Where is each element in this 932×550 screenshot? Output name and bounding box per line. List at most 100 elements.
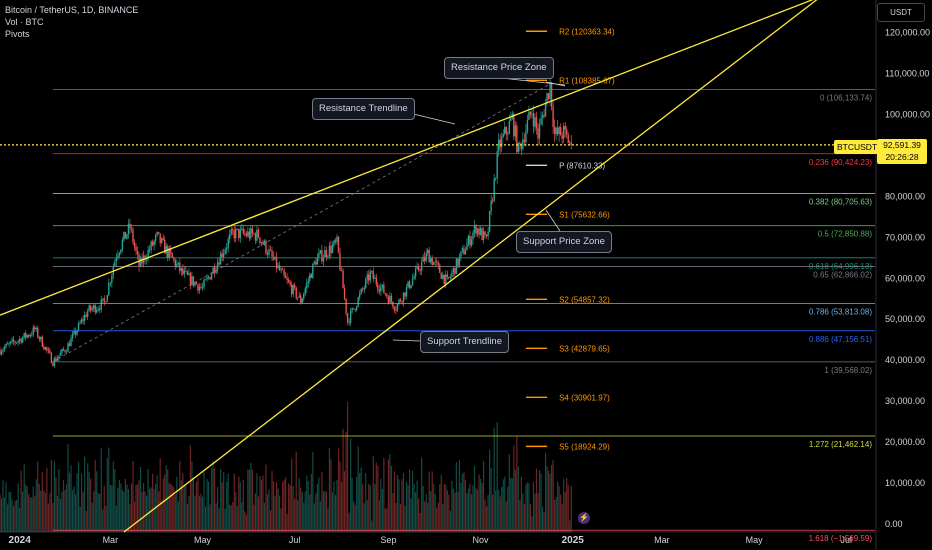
volume-bar [150, 487, 152, 532]
candle-body [21, 337, 24, 343]
callout-pointer-3 [392, 339, 421, 342]
volume-bar [173, 487, 175, 532]
candle-body [569, 142, 571, 144]
candle-body [328, 245, 331, 257]
volume-bar [26, 486, 28, 532]
volume-bar [301, 491, 303, 532]
candle-body [413, 276, 415, 279]
candle-body [207, 276, 210, 278]
volume-bar [17, 483, 19, 532]
volume-bar [59, 498, 62, 532]
volume-bar [469, 484, 471, 532]
support-zone-callout: Support Price Zone [516, 231, 612, 253]
volume-bar [333, 481, 335, 532]
volume-bar [235, 492, 237, 532]
candle-body [103, 298, 105, 302]
candle-body [203, 280, 205, 288]
volume-bar [422, 485, 424, 532]
volume-bar [558, 486, 560, 532]
volume-bar [424, 501, 426, 532]
volume-bar [44, 492, 46, 532]
candle-body [564, 125, 566, 130]
volume-bar [20, 470, 22, 532]
candle-body [18, 338, 21, 341]
candle-body [245, 233, 248, 237]
candle-body [555, 127, 557, 135]
candle-body [24, 332, 27, 338]
volume-bar [387, 459, 389, 532]
y-tick-label-4: 40,000.00 [885, 355, 925, 365]
volume-bar [90, 478, 92, 532]
candle-body [151, 241, 154, 246]
volume-bar [295, 451, 297, 532]
volume-bar [229, 504, 231, 532]
candle-body [248, 231, 251, 239]
candle-body [106, 295, 108, 302]
fib-label-9: 1.272 (21,462.14) [809, 440, 872, 449]
volume-bar [260, 479, 263, 532]
volume-bar [425, 494, 427, 532]
candle-body [188, 273, 190, 275]
candle-body [165, 246, 167, 254]
volume-bar [407, 485, 409, 532]
volume-bar [16, 499, 18, 532]
candle-body [156, 231, 158, 236]
volume-bar [79, 506, 81, 532]
fib-label-1: 0.236 (90,424.23) [809, 158, 872, 167]
candle-body [242, 228, 245, 234]
volume-bar [115, 505, 117, 532]
volume-bar [508, 454, 510, 532]
volume-bar [563, 478, 565, 532]
candle-body [210, 273, 213, 280]
candle-body [433, 262, 435, 265]
volume-bar [461, 474, 464, 532]
candle-body [319, 250, 322, 254]
volume-bar [177, 501, 179, 532]
candle-body [436, 261, 438, 263]
candle-body [235, 228, 237, 239]
volume-bar [514, 469, 516, 532]
candle-body [484, 231, 486, 235]
volume-bar [265, 464, 267, 532]
candle-body [469, 235, 471, 246]
candle-body [32, 327, 34, 335]
volume-bar [360, 467, 362, 532]
volume-bar [121, 489, 124, 532]
volume-bar [309, 494, 311, 532]
volume-bar [103, 485, 105, 532]
volume-bar [9, 492, 12, 532]
volume-bar [300, 487, 302, 532]
lightning-icon[interactable]: ⚡ [578, 512, 590, 524]
volume-bar [40, 490, 42, 532]
volume-bar [262, 475, 264, 532]
volume-bar [168, 483, 170, 532]
volume-bar [561, 504, 563, 532]
volume-bar [538, 470, 541, 532]
candle-body [289, 282, 291, 285]
volume-bar [343, 471, 346, 532]
candle-body [76, 330, 78, 335]
candle-body [239, 229, 241, 239]
pivots-indicator-label[interactable]: Pivots [5, 29, 30, 39]
volume-bar [292, 486, 294, 532]
candle-body [186, 271, 189, 275]
last-price-symbol: BTCUSDT [834, 140, 881, 154]
volume-bar [242, 479, 244, 532]
candle-body [130, 228, 133, 230]
candle-body [498, 139, 500, 152]
volume-bar [209, 504, 211, 532]
volume-indicator-label[interactable]: Vol · BTC [5, 17, 44, 27]
volume-bar [399, 503, 402, 532]
volume-bar [212, 460, 214, 532]
candle-body [215, 269, 217, 273]
currency-button[interactable]: USDT [877, 3, 925, 22]
volume-bar [452, 488, 454, 532]
volume-bar [389, 454, 391, 532]
volume-bar [437, 502, 439, 532]
candle-body [446, 274, 449, 277]
candle-body [443, 274, 446, 285]
x-tick-label-9: Jul [841, 535, 853, 545]
volume-bar [285, 477, 287, 532]
candle-body [230, 229, 232, 235]
